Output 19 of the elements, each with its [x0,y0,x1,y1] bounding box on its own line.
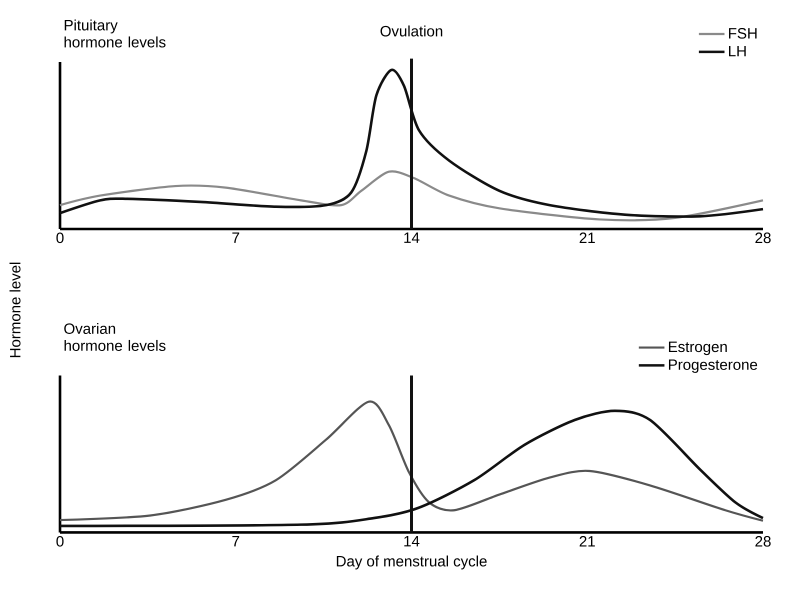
x-tick-label: 14 [404,232,420,243]
x-tick-label: 0 [56,536,64,547]
x-tick-label: 0 [56,232,64,244]
x-tick-label: 7 [232,536,240,546]
ref-line-label: Ovulation [380,25,442,36]
chart-title: Pituitary hormone levels [64,19,166,48]
chart-title: Ovarian hormone levels [64,322,166,351]
x-tick-label: 28 [755,536,771,547]
x-tick-label: 14 [404,536,420,546]
x-tick-label: 28 [755,232,771,244]
x-tick-label: 7 [232,232,240,243]
x-tick-label: 21 [580,232,595,243]
legend-label: Estrogen [668,342,727,356]
y-axis-title: Hormone level [10,262,21,358]
x-axis-title: Day of menstrual cycle [336,556,487,570]
legend-label: Progesterone [668,359,758,373]
x-tick-label: 21 [580,536,595,546]
legend-label: LH [729,46,746,56]
legend-label: FSH [729,28,757,39]
